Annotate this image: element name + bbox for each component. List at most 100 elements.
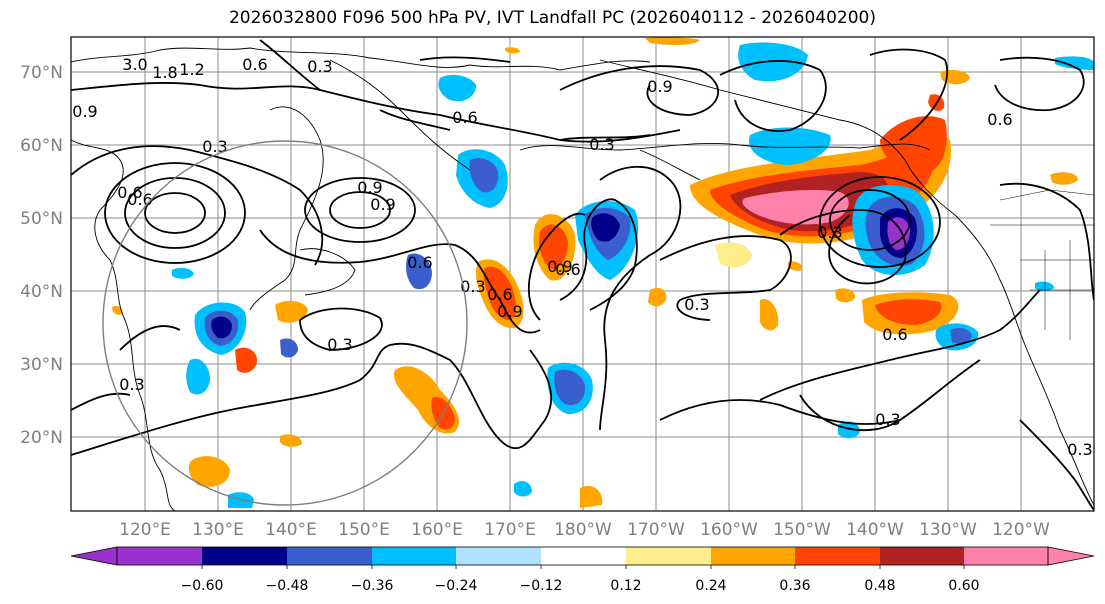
colorbar-segment [456,547,541,565]
contour-label: 0.6 [882,325,907,344]
colorbar-label: 0.36 [779,578,810,594]
map-frame [70,36,1095,512]
positive-anomaly [539,224,568,269]
longitude-tick-label: 140°W [846,520,904,540]
contour-label: 0.6 [555,260,580,279]
positive-anomaly [788,261,803,271]
colorbar-label: −0.48 [266,578,309,594]
colorbar-label: 0.24 [695,578,726,594]
contour-label: 0.3 [875,410,900,429]
negative-anomaly [469,158,499,193]
negative-anomaly [1035,281,1054,291]
contour-label: 0.6 [117,183,142,202]
colorbar-label: 0.48 [864,578,895,594]
longitude-tick-label: 180°W [554,520,612,540]
longitude-tick-label: 160°E [411,520,463,540]
longitude-tick-label: 130°E [192,520,244,540]
positive-anomaly [648,288,667,307]
contour-label: 0.3 [119,375,144,394]
contour-label: 0.3 [817,223,842,242]
colorbar-label: −0.60 [181,578,224,594]
negative-anomaly [406,253,432,290]
colorbar-label: −0.36 [351,578,394,594]
positive-anomaly [880,116,947,173]
colorbar-label: 0.60 [948,578,979,594]
positive-anomaly [875,299,942,325]
longitude-tick-label: 150°W [773,520,831,540]
longitude-tick-label: 120°E [119,520,171,540]
colorbar-segment [626,547,711,565]
contour-label: 0.6 [452,108,477,127]
colorbar-extend-min [70,546,118,566]
longitude-tick-label: 120°W [992,520,1050,540]
colorbar-segment [117,547,202,565]
contour-label: 0.6 [407,253,432,272]
negative-anomaly [1055,56,1094,70]
contour-label: 0.3 [589,135,614,154]
negative-anomaly [280,338,298,358]
negative-anomaly [838,421,860,439]
contour-label: 0.9 [357,178,382,197]
longitude-tick-label: 150°E [338,520,390,540]
colorbar-segment [541,547,626,565]
contour-label: 0.9 [547,257,572,276]
contour-label: 0.3 [202,137,227,156]
contour-label: 0.6 [242,55,267,74]
contour-label: 0.3 [460,277,485,296]
range-circle [102,140,468,506]
colorbar-label: −0.24 [435,578,478,594]
latitude-tick-label: 40°N [20,282,63,302]
longitude-tick-label: 170°E [484,520,536,540]
contour-label: 0.9 [72,102,97,121]
latitude-tick-label: 20°N [20,428,63,448]
colorbar-labels: −0.60 −0.48 −0.36 −0.24 −0.12 0.12 0.24 0.36 0.4… [181,565,980,594]
positive-anomaly [483,266,517,320]
negative-anomaly [591,213,620,242]
positive-anomaly [760,299,779,331]
positive-anomaly [835,288,856,303]
longitude-tick-label: 130°W [919,520,977,540]
latitude-tick-label: 30°N [20,355,63,375]
longitude-tick-labels: 120°E 130°E 140°E 150°E 160°E 170°E 180°W 170°W… [119,520,1050,540]
negative-anomaly [438,74,476,102]
longitude-tick-label: 160°W [700,520,758,540]
colorbar-label: −0.12 [520,578,563,594]
latitude-tick-label: 50°N [20,209,63,229]
longitude-tick-label: 140°E [265,520,317,540]
borders [990,189,1094,340]
contour-label: 1.2 [179,60,204,79]
negative-anomaly [211,316,232,339]
negative-anomaly [514,481,532,497]
positive-anomaly [235,347,258,373]
colorbar-label: 0.12 [610,578,641,594]
longitude-tick-label: 170°W [627,520,685,540]
contour-label: 3.0 [122,55,147,74]
colorbar-segment [964,547,1048,565]
contour-label: 0.6 [487,285,512,304]
contour-label: 0.3 [684,295,709,314]
positive-anomaly [505,47,520,54]
contour-label: 1.8 [152,63,177,82]
contour-label: 0.9 [647,77,672,96]
positive-anomaly [580,485,603,508]
colorbar-segment [372,547,456,565]
colorbar-extend-max [1047,546,1095,566]
colorbar-segment [880,547,964,565]
colorbar-segment [711,547,795,565]
coastlines [71,47,1094,511]
negative-anomaly [749,127,831,165]
negative-anomaly [950,328,972,344]
latitude-tick-label: 70°N [20,63,63,83]
colorbar-outline [116,546,1049,566]
positive-anomaly [645,37,700,45]
colorbar-segment [202,547,287,565]
contour-label: 0.6 [987,110,1012,129]
contour-label: 0.9 [497,302,522,321]
positive-anomaly [112,305,123,315]
positive-anomaly [275,300,308,323]
positive-anomaly [280,434,302,447]
positive-anomaly [1050,172,1078,185]
colorbar [70,546,1095,566]
latitude-tick-labels: 70°N 60°N 50°N 40°N 30°N 20°N [20,63,63,448]
